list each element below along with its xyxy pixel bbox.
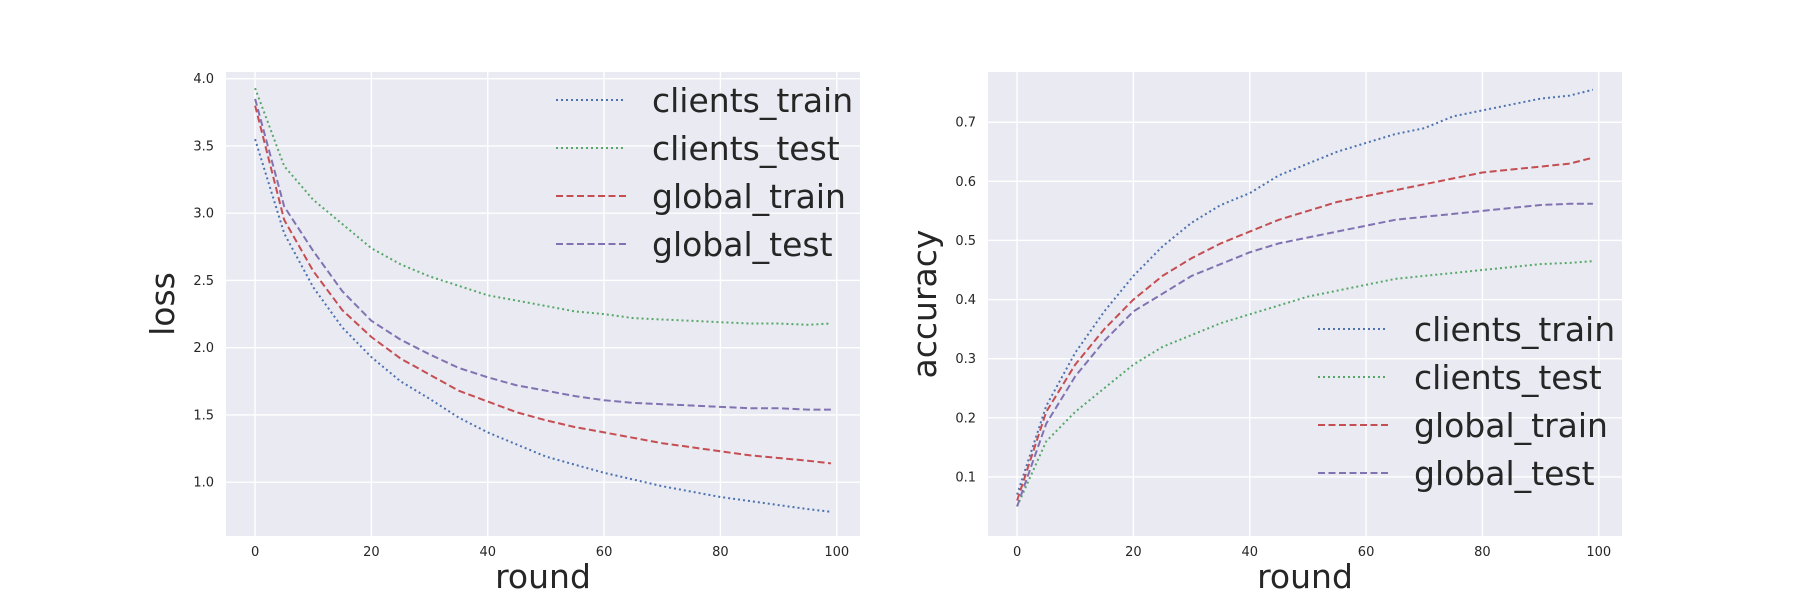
x-tick-label: 0 <box>251 545 259 560</box>
x-tick-label: 60 <box>1358 545 1375 560</box>
x-axis-label: round <box>495 557 591 596</box>
x-tick-label: 40 <box>1241 545 1258 560</box>
series-line-clients-train <box>1016 88 1594 495</box>
y-axis-label: accuracy <box>905 230 944 379</box>
y-tick-label: 3.5 <box>193 139 214 154</box>
y-tick-label: 1.0 <box>193 476 214 491</box>
y-tick-label: 0.5 <box>955 234 976 249</box>
legend-entry: clients_train <box>652 81 853 120</box>
x-tick-label: 80 <box>1474 545 1491 560</box>
x-tick-label: 100 <box>824 545 849 560</box>
chart-panel-1: 0 20 40 60 80 100 1.0 1.5 2.0 2.5 3.0 3.5 4.0 round lo… <box>143 72 860 596</box>
x-tick-label: 20 <box>363 545 380 560</box>
series-line-clients-train <box>254 138 832 513</box>
x-tick-label: 20 <box>1125 545 1142 560</box>
chart-panel-2: 0 20 40 60 80 100 0.1 0.2 0.3 0.4 0.5 0.6 0.7 round ac… <box>905 72 1622 596</box>
series-line-global-train <box>254 105 832 465</box>
y-tick-label: 0.4 <box>955 293 976 308</box>
y-tick-label: 1.5 <box>193 408 214 423</box>
legend-entry: clients_train <box>1414 310 1615 349</box>
y-tick-label: 0.2 <box>955 411 976 426</box>
x-tick-label: 40 <box>479 545 496 560</box>
y-axis-label: loss <box>143 272 182 336</box>
x-tick-label: 100 <box>1586 545 1611 560</box>
x-tick-label: 0 <box>1013 545 1021 560</box>
x-axis-label: round <box>1257 557 1353 596</box>
legend-entry: global_train <box>1414 406 1608 445</box>
series-line-global-train <box>1016 156 1594 501</box>
legend-entry: clients_test <box>652 129 840 168</box>
legend-entry: global_test <box>1414 454 1595 493</box>
y-tick-label: 0.1 <box>955 470 976 485</box>
plot-area <box>226 72 860 536</box>
y-tick-label: 2.5 <box>193 274 214 289</box>
legend-entry: clients_test <box>1414 358 1602 397</box>
series-line-global-test <box>1016 202 1593 507</box>
y-tick-label: 3.0 <box>193 207 214 222</box>
x-tick-label: 80 <box>712 545 729 560</box>
series-line-global-test <box>254 98 831 411</box>
y-tick-label: 0.3 <box>955 352 976 367</box>
legend-entry: global_train <box>652 177 846 216</box>
x-tick-label: 60 <box>596 545 613 560</box>
y-tick-label: 0.7 <box>955 116 976 131</box>
series-line-clients-test <box>1016 260 1593 507</box>
y-tick-label: 4.0 <box>193 72 214 87</box>
y-tick-label: 0.6 <box>955 175 976 190</box>
plot-area <box>988 72 1622 536</box>
legend-entry: global_test <box>652 225 833 264</box>
y-tick-label: 2.0 <box>193 341 214 356</box>
